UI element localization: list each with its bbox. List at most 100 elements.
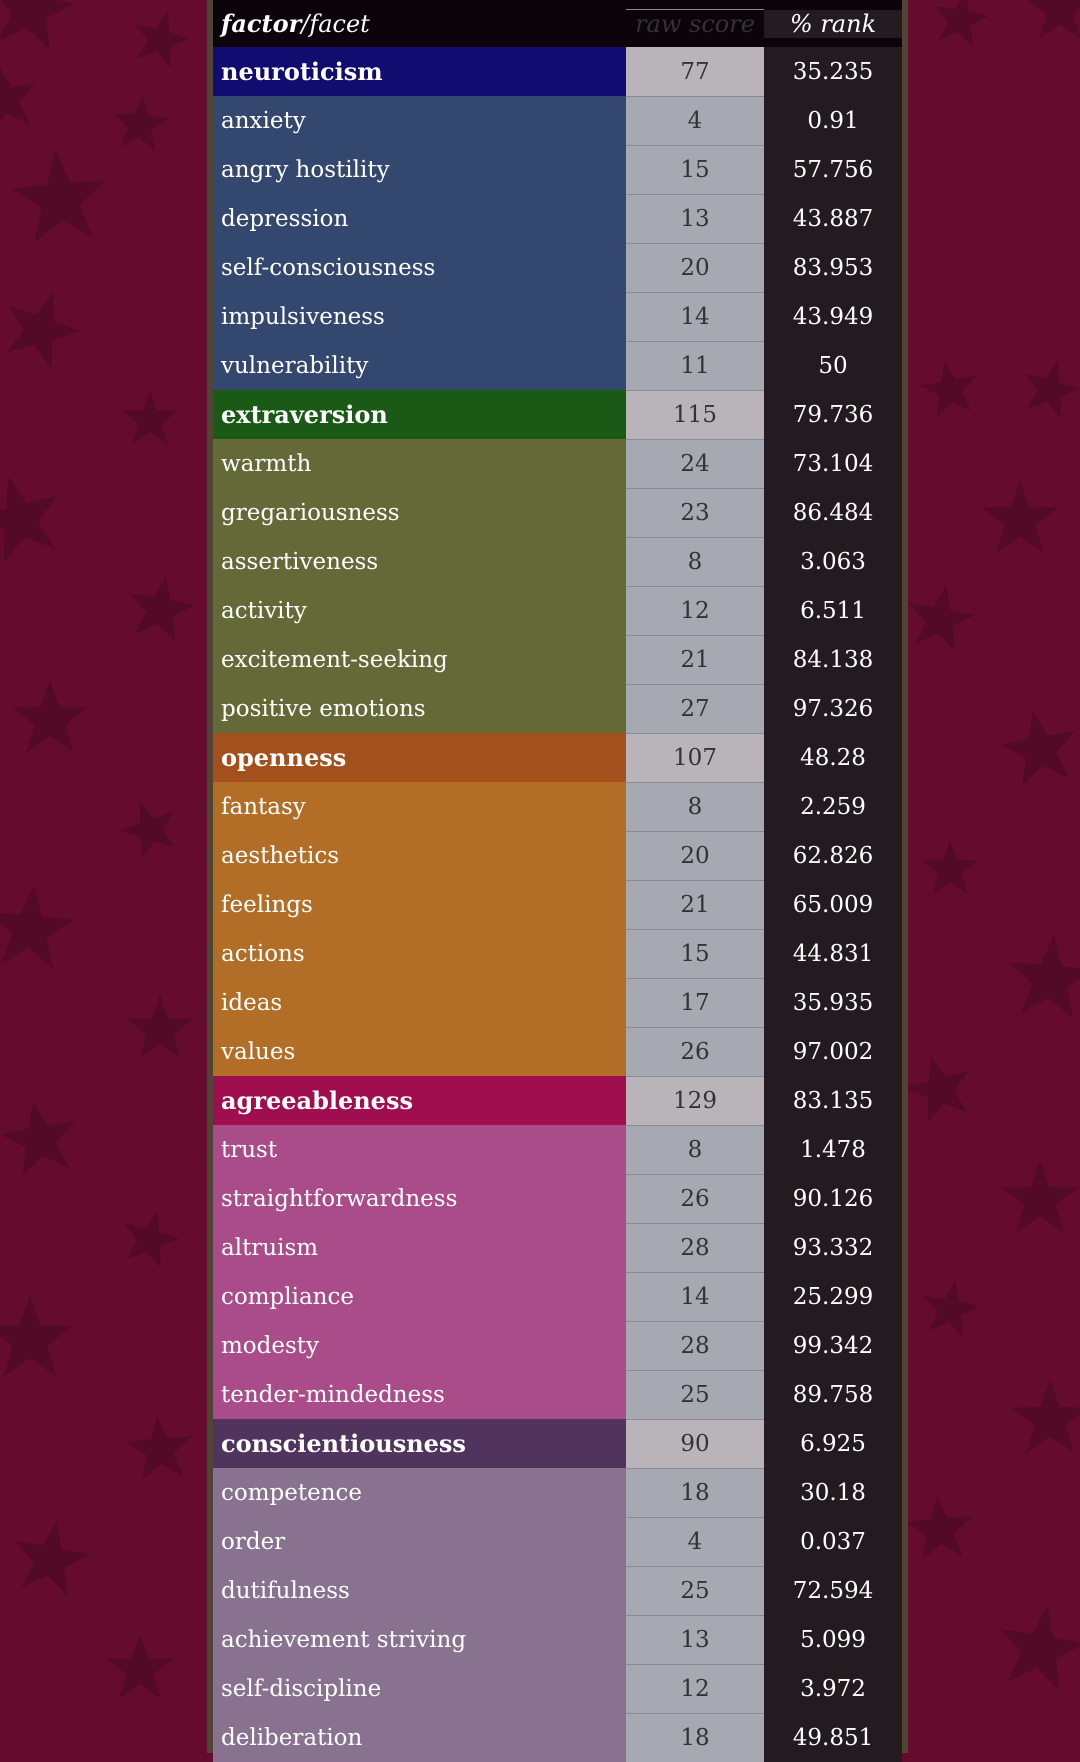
facet-row: assertiveness 8 3.063 <box>213 537 902 586</box>
facet-name: gregariousness <box>213 488 626 537</box>
facet-name: actions <box>213 929 626 978</box>
facet-name: ideas <box>213 978 626 1027</box>
facet-row: altruism 28 93.332 <box>213 1223 902 1272</box>
facet-row: competence 18 30.18 <box>213 1468 902 1517</box>
facet-name: straightforwardness <box>213 1174 626 1223</box>
raw-score-cell: 20 <box>626 243 764 292</box>
facet-row: achievement striving 13 5.099 <box>213 1615 902 1664</box>
facet-row: activity 12 6.511 <box>213 586 902 635</box>
facet-row: actions 15 44.831 <box>213 929 902 978</box>
raw-score-cell: 21 <box>626 635 764 684</box>
raw-score-cell: 27 <box>626 684 764 733</box>
header-facet-label: /facet <box>301 10 370 38</box>
raw-score-cell: 77 <box>626 47 764 96</box>
percent-rank-cell: 43.887 <box>764 194 902 243</box>
facet-row: compliance 14 25.299 <box>213 1272 902 1321</box>
facet-name: compliance <box>213 1272 626 1321</box>
percent-rank-cell: 3.063 <box>764 537 902 586</box>
facet-name: self-consciousness <box>213 243 626 292</box>
facet-row: fantasy 8 2.259 <box>213 782 902 831</box>
percent-rank-cell: 83.953 <box>764 243 902 292</box>
facet-name: self-discipline <box>213 1664 626 1713</box>
factor-row: conscientiousness 90 6.925 <box>213 1419 902 1468</box>
facet-name: impulsiveness <box>213 292 626 341</box>
raw-score-cell: 26 <box>626 1027 764 1076</box>
percent-rank-cell: 99.342 <box>764 1321 902 1370</box>
facet-name: activity <box>213 586 626 635</box>
facet-name: order <box>213 1517 626 1566</box>
raw-score-cell: 90 <box>626 1419 764 1468</box>
facet-name: feelings <box>213 880 626 929</box>
facet-name: altruism <box>213 1223 626 1272</box>
raw-score-cell: 4 <box>626 96 764 145</box>
facet-name: anxiety <box>213 96 626 145</box>
raw-score-cell: 26 <box>626 1174 764 1223</box>
personality-score-table: factor/facet raw score % rank neuroticis… <box>213 0 902 1762</box>
raw-score-cell: 4 <box>626 1517 764 1566</box>
facet-row: excitement-seeking 21 84.138 <box>213 635 902 684</box>
header-factor-facet: factor/facet <box>213 9 626 38</box>
percent-rank-cell: 0.037 <box>764 1517 902 1566</box>
percent-rank-cell: 35.235 <box>764 47 902 96</box>
percent-rank-cell: 43.949 <box>764 292 902 341</box>
percent-rank-cell: 93.332 <box>764 1223 902 1272</box>
percent-rank-cell: 48.28 <box>764 733 902 782</box>
facet-row: angry hostility 15 57.756 <box>213 145 902 194</box>
facet-row: positive emotions 27 97.326 <box>213 684 902 733</box>
facet-name: tender-mindedness <box>213 1370 626 1419</box>
percent-rank-cell: 44.831 <box>764 929 902 978</box>
percent-rank-cell: 84.138 <box>764 635 902 684</box>
raw-score-cell: 115 <box>626 390 764 439</box>
percent-rank-cell: 86.484 <box>764 488 902 537</box>
facet-name: dutifulness <box>213 1566 626 1615</box>
facet-name: values <box>213 1027 626 1076</box>
facet-name: depression <box>213 194 626 243</box>
percent-rank-cell: 62.826 <box>764 831 902 880</box>
facet-row: values 26 97.002 <box>213 1027 902 1076</box>
facet-row: order 4 0.037 <box>213 1517 902 1566</box>
factor-name: neuroticism <box>213 47 626 96</box>
percent-rank-cell: 72.594 <box>764 1566 902 1615</box>
facet-name: fantasy <box>213 782 626 831</box>
facet-row: impulsiveness 14 43.949 <box>213 292 902 341</box>
percent-rank-cell: 6.511 <box>764 586 902 635</box>
facet-name: positive emotions <box>213 684 626 733</box>
facet-name: angry hostility <box>213 145 626 194</box>
raw-score-cell: 129 <box>626 1076 764 1125</box>
percent-rank-cell: 97.002 <box>764 1027 902 1076</box>
facet-name: aesthetics <box>213 831 626 880</box>
raw-score-cell: 14 <box>626 292 764 341</box>
facet-row: aesthetics 20 62.826 <box>213 831 902 880</box>
facet-name: modesty <box>213 1321 626 1370</box>
raw-score-cell: 14 <box>626 1272 764 1321</box>
facet-row: dutifulness 25 72.594 <box>213 1566 902 1615</box>
facet-row: tender-mindedness 25 89.758 <box>213 1370 902 1419</box>
header-rank: % rank <box>764 9 902 38</box>
facet-row: warmth 24 73.104 <box>213 439 902 488</box>
factor-name: openness <box>213 733 626 782</box>
facet-name: trust <box>213 1125 626 1174</box>
facet-name: warmth <box>213 439 626 488</box>
facet-row: deliberation 18 49.851 <box>213 1713 902 1762</box>
percent-rank-cell: 90.126 <box>764 1174 902 1223</box>
percent-rank-cell: 83.135 <box>764 1076 902 1125</box>
percent-rank-cell: 50 <box>764 341 902 390</box>
table-body: neuroticism 77 35.235 anxiety 4 0.91 angry hos… <box>213 47 902 1762</box>
raw-score-cell: 20 <box>626 831 764 880</box>
raw-score-cell: 28 <box>626 1223 764 1272</box>
facet-row: trust 8 1.478 <box>213 1125 902 1174</box>
facet-name: assertiveness <box>213 537 626 586</box>
raw-score-cell: 17 <box>626 978 764 1027</box>
facet-name: competence <box>213 1468 626 1517</box>
facet-row: depression 13 43.887 <box>213 194 902 243</box>
raw-score-cell: 13 <box>626 194 764 243</box>
percent-rank-cell: 89.758 <box>764 1370 902 1419</box>
raw-score-cell: 8 <box>626 1125 764 1174</box>
percent-rank-cell: 0.91 <box>764 96 902 145</box>
percent-rank-cell: 30.18 <box>764 1468 902 1517</box>
raw-score-cell: 15 <box>626 929 764 978</box>
raw-score-cell: 12 <box>626 1664 764 1713</box>
factor-name: agreeableness <box>213 1076 626 1125</box>
facet-name: deliberation <box>213 1713 626 1762</box>
percent-rank-cell: 49.851 <box>764 1713 902 1762</box>
